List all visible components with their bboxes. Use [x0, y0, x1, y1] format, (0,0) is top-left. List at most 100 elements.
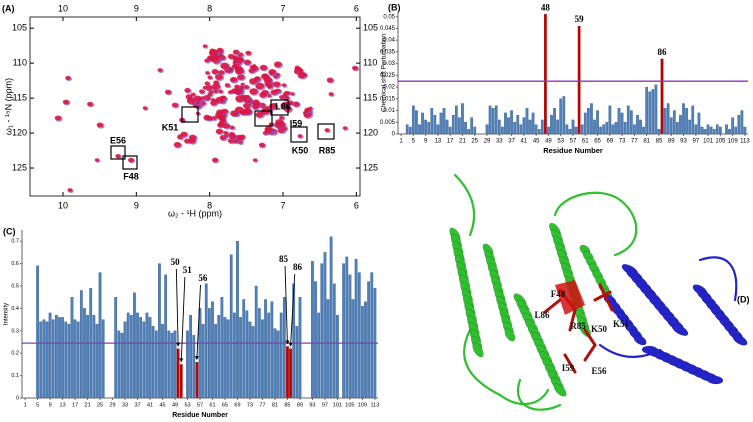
x-tick-label-top: 9 [134, 3, 139, 13]
peak [142, 106, 148, 110]
bar [654, 84, 658, 135]
peak [251, 65, 259, 72]
peak [297, 134, 303, 138]
peak [206, 115, 214, 121]
bar [329, 236, 333, 399]
residue-label: E56 [591, 366, 607, 376]
bar [421, 112, 424, 135]
arrow-head [194, 356, 199, 361]
bar [189, 314, 192, 399]
bar [685, 108, 688, 135]
x-tick-label: 21 [85, 402, 91, 408]
x-tick-label: 7 [280, 200, 285, 210]
peak [157, 68, 163, 72]
x-tick-label: 65 [594, 139, 601, 145]
peak [237, 74, 245, 80]
x-tick-label: 101 [333, 402, 342, 408]
peak [164, 89, 172, 95]
bar [679, 115, 682, 135]
peak [245, 50, 252, 56]
bar [61, 317, 64, 399]
bar [531, 112, 535, 135]
bar [117, 330, 121, 399]
bar [525, 108, 529, 135]
y-tick-label: 0.01 [383, 108, 395, 114]
helix-turn [553, 383, 567, 397]
arrow-shaft [290, 273, 296, 346]
bar [95, 323, 99, 399]
peak [207, 75, 213, 80]
panel-label: (C) [3, 226, 16, 236]
bar [430, 108, 434, 135]
bar [164, 274, 168, 399]
x-axis-label: Residue Number [543, 146, 603, 155]
bar [513, 122, 517, 135]
x-tick-label: 17 [447, 139, 454, 145]
bar [220, 297, 224, 399]
x-tick-label: 37 [134, 402, 140, 408]
y-tick-label: 0.1 [11, 373, 19, 379]
bar [276, 330, 280, 399]
bar [439, 112, 443, 135]
y-tick-label: 0 [16, 395, 19, 401]
bar [139, 317, 143, 399]
bar [593, 119, 596, 135]
x-tick-label: 25 [97, 402, 103, 408]
bar [223, 317, 227, 399]
bar [232, 312, 236, 399]
bar [273, 328, 277, 399]
bar [574, 126, 578, 135]
bar [639, 119, 642, 135]
bar [198, 308, 202, 399]
peak [234, 84, 240, 89]
bar [418, 124, 421, 135]
x-tick-label: 105 [715, 139, 726, 145]
bar [295, 326, 299, 399]
x-tick-label: 53 [184, 402, 190, 408]
bar [326, 299, 330, 399]
y-axis-label: Chemical shift Perturbation [381, 34, 388, 112]
bar [448, 126, 452, 135]
peak [268, 69, 277, 75]
bar [361, 306, 364, 399]
y-axis-label: Intensity [4, 303, 10, 325]
bar [712, 129, 716, 135]
y-tick-label: 0.03 [383, 61, 395, 67]
x-tick-label: 61 [582, 139, 589, 145]
x-tick-label: 97 [692, 139, 699, 145]
bar [192, 335, 196, 399]
x-tick-label: 1 [399, 139, 403, 145]
bar [136, 312, 139, 399]
x-tick-label: 69 [606, 139, 613, 145]
peak [259, 92, 267, 98]
annotation-label: R85 [319, 145, 336, 155]
x-tick-label: 10 [58, 200, 68, 210]
bar [217, 314, 221, 399]
y-tick-label: 120 [12, 127, 27, 137]
bar [348, 274, 352, 399]
y-tick-label: 0.4 [11, 306, 19, 312]
peak [326, 77, 334, 83]
bar [42, 319, 46, 399]
peak [211, 69, 219, 75]
annotation-box [122, 155, 138, 170]
bar [676, 122, 679, 135]
bar [633, 124, 636, 135]
helix-turn [732, 334, 748, 346]
arrow-head [179, 358, 184, 363]
arrow-head [176, 342, 181, 347]
y-tick-label: 110 [13, 58, 27, 68]
bar [436, 124, 440, 135]
bar [354, 258, 358, 399]
y-tick-label: 125 [12, 162, 27, 172]
x-tick-label: 8 [207, 200, 212, 210]
bar [129, 314, 133, 399]
annotation-box [290, 126, 308, 143]
bar [70, 297, 74, 399]
bar [694, 124, 698, 135]
peak [202, 44, 208, 48]
x-tick-label: 45 [533, 139, 540, 145]
bar [51, 319, 55, 399]
bar [261, 319, 264, 399]
